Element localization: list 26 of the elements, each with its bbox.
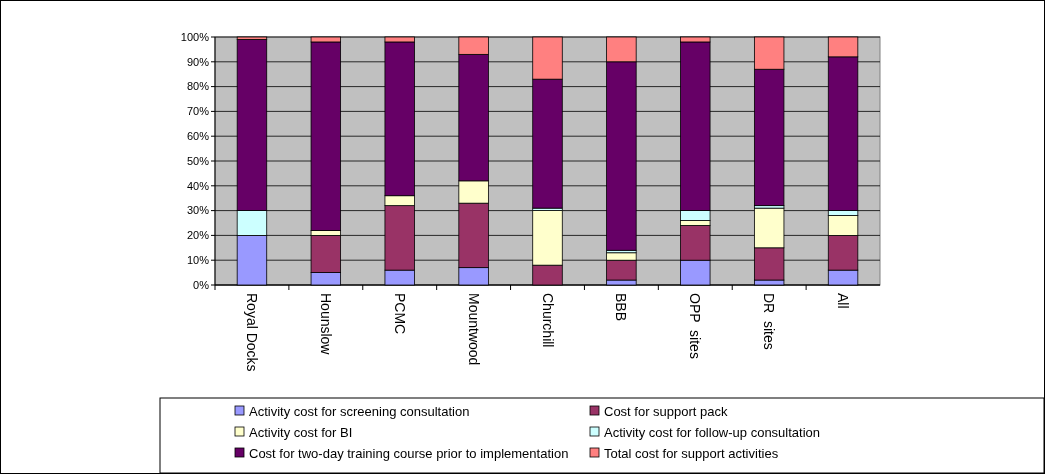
legend-label: Activity cost for screening consultation bbox=[249, 403, 470, 419]
x-tick-label: BBB bbox=[613, 293, 630, 322]
legend-label: Cost for support pack bbox=[604, 403, 729, 419]
legend-label: Total cost for support activities bbox=[604, 445, 779, 461]
y-tick-label: 40% bbox=[186, 179, 210, 192]
y-tick-label: 0% bbox=[193, 278, 210, 291]
legend-label: Activity cost for follow-up consultation bbox=[604, 424, 821, 440]
x-tick-label: Mountwood bbox=[465, 293, 482, 366]
y-tick-label: 50% bbox=[186, 154, 210, 167]
x-tick-label: Royal Docks bbox=[244, 293, 261, 372]
x-tick-label: Hounslow bbox=[317, 293, 334, 356]
y-tick-label: 20% bbox=[186, 229, 210, 242]
y-tick-label: 70% bbox=[186, 105, 210, 118]
y-tick-label: 10% bbox=[186, 254, 210, 267]
y-tick-label: 100% bbox=[180, 30, 210, 43]
x-tick-label: OPP sites bbox=[687, 293, 704, 359]
legend-label: Activity cost for BI bbox=[249, 424, 353, 440]
legend-label: Cost for two-day training course prior to implementation bbox=[249, 445, 569, 461]
x-tick-label: All bbox=[835, 293, 852, 309]
y-tick-label: 30% bbox=[186, 204, 210, 217]
y-tick-label: 60% bbox=[186, 130, 210, 143]
x-tick-label: PCMC bbox=[391, 293, 408, 335]
y-tick-label: 80% bbox=[186, 80, 210, 93]
x-tick-label: DR sites bbox=[761, 293, 778, 350]
y-tick-label: 90% bbox=[186, 55, 210, 68]
x-tick-label: Churchill bbox=[539, 293, 556, 348]
